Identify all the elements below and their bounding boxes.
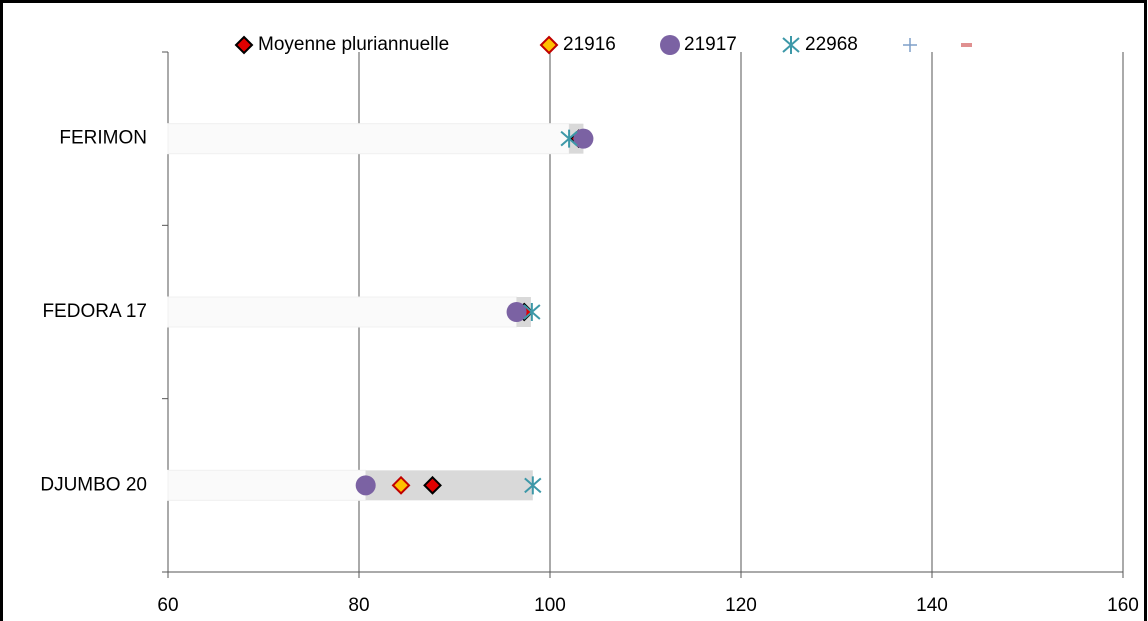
- marker: [506, 302, 527, 322]
- marker: [573, 128, 594, 149]
- legend-label: 21916: [563, 34, 616, 55]
- x-tick-label: 160: [1107, 595, 1139, 616]
- x-tick-label: 140: [916, 595, 948, 616]
- legend-marker: [660, 35, 680, 55]
- marker: [355, 475, 376, 496]
- marker: [423, 475, 442, 495]
- y-tick-label: DJUMBO 20: [40, 474, 147, 495]
- y-tick-label: FERIMON: [59, 128, 147, 149]
- legend-label: 22968: [805, 34, 858, 55]
- legend-marker: [234, 35, 254, 55]
- x-tick-label: 80: [348, 595, 369, 616]
- legend-marker: [539, 35, 559, 55]
- base-bar: [167, 123, 570, 155]
- y-tick-label: FEDORA 17: [42, 301, 147, 322]
- x-tick-label: 120: [725, 595, 757, 616]
- x-tick-label: 100: [534, 595, 566, 616]
- legend-plus: [903, 38, 917, 52]
- legend-extra: [903, 38, 972, 52]
- marker: [391, 475, 411, 495]
- marker: [524, 476, 542, 495]
- legend-label: Moyenne pluriannuelle: [258, 34, 449, 55]
- x-tick-label: 60: [157, 595, 178, 616]
- marker: [523, 303, 541, 321]
- base-bar: [167, 296, 518, 328]
- legend-marker: [782, 36, 800, 54]
- legend-dash: [961, 43, 972, 47]
- marker: [560, 129, 578, 148]
- range-bar: [365, 470, 533, 501]
- legend-label: 21917: [684, 34, 737, 55]
- base-bar: [167, 469, 367, 501]
